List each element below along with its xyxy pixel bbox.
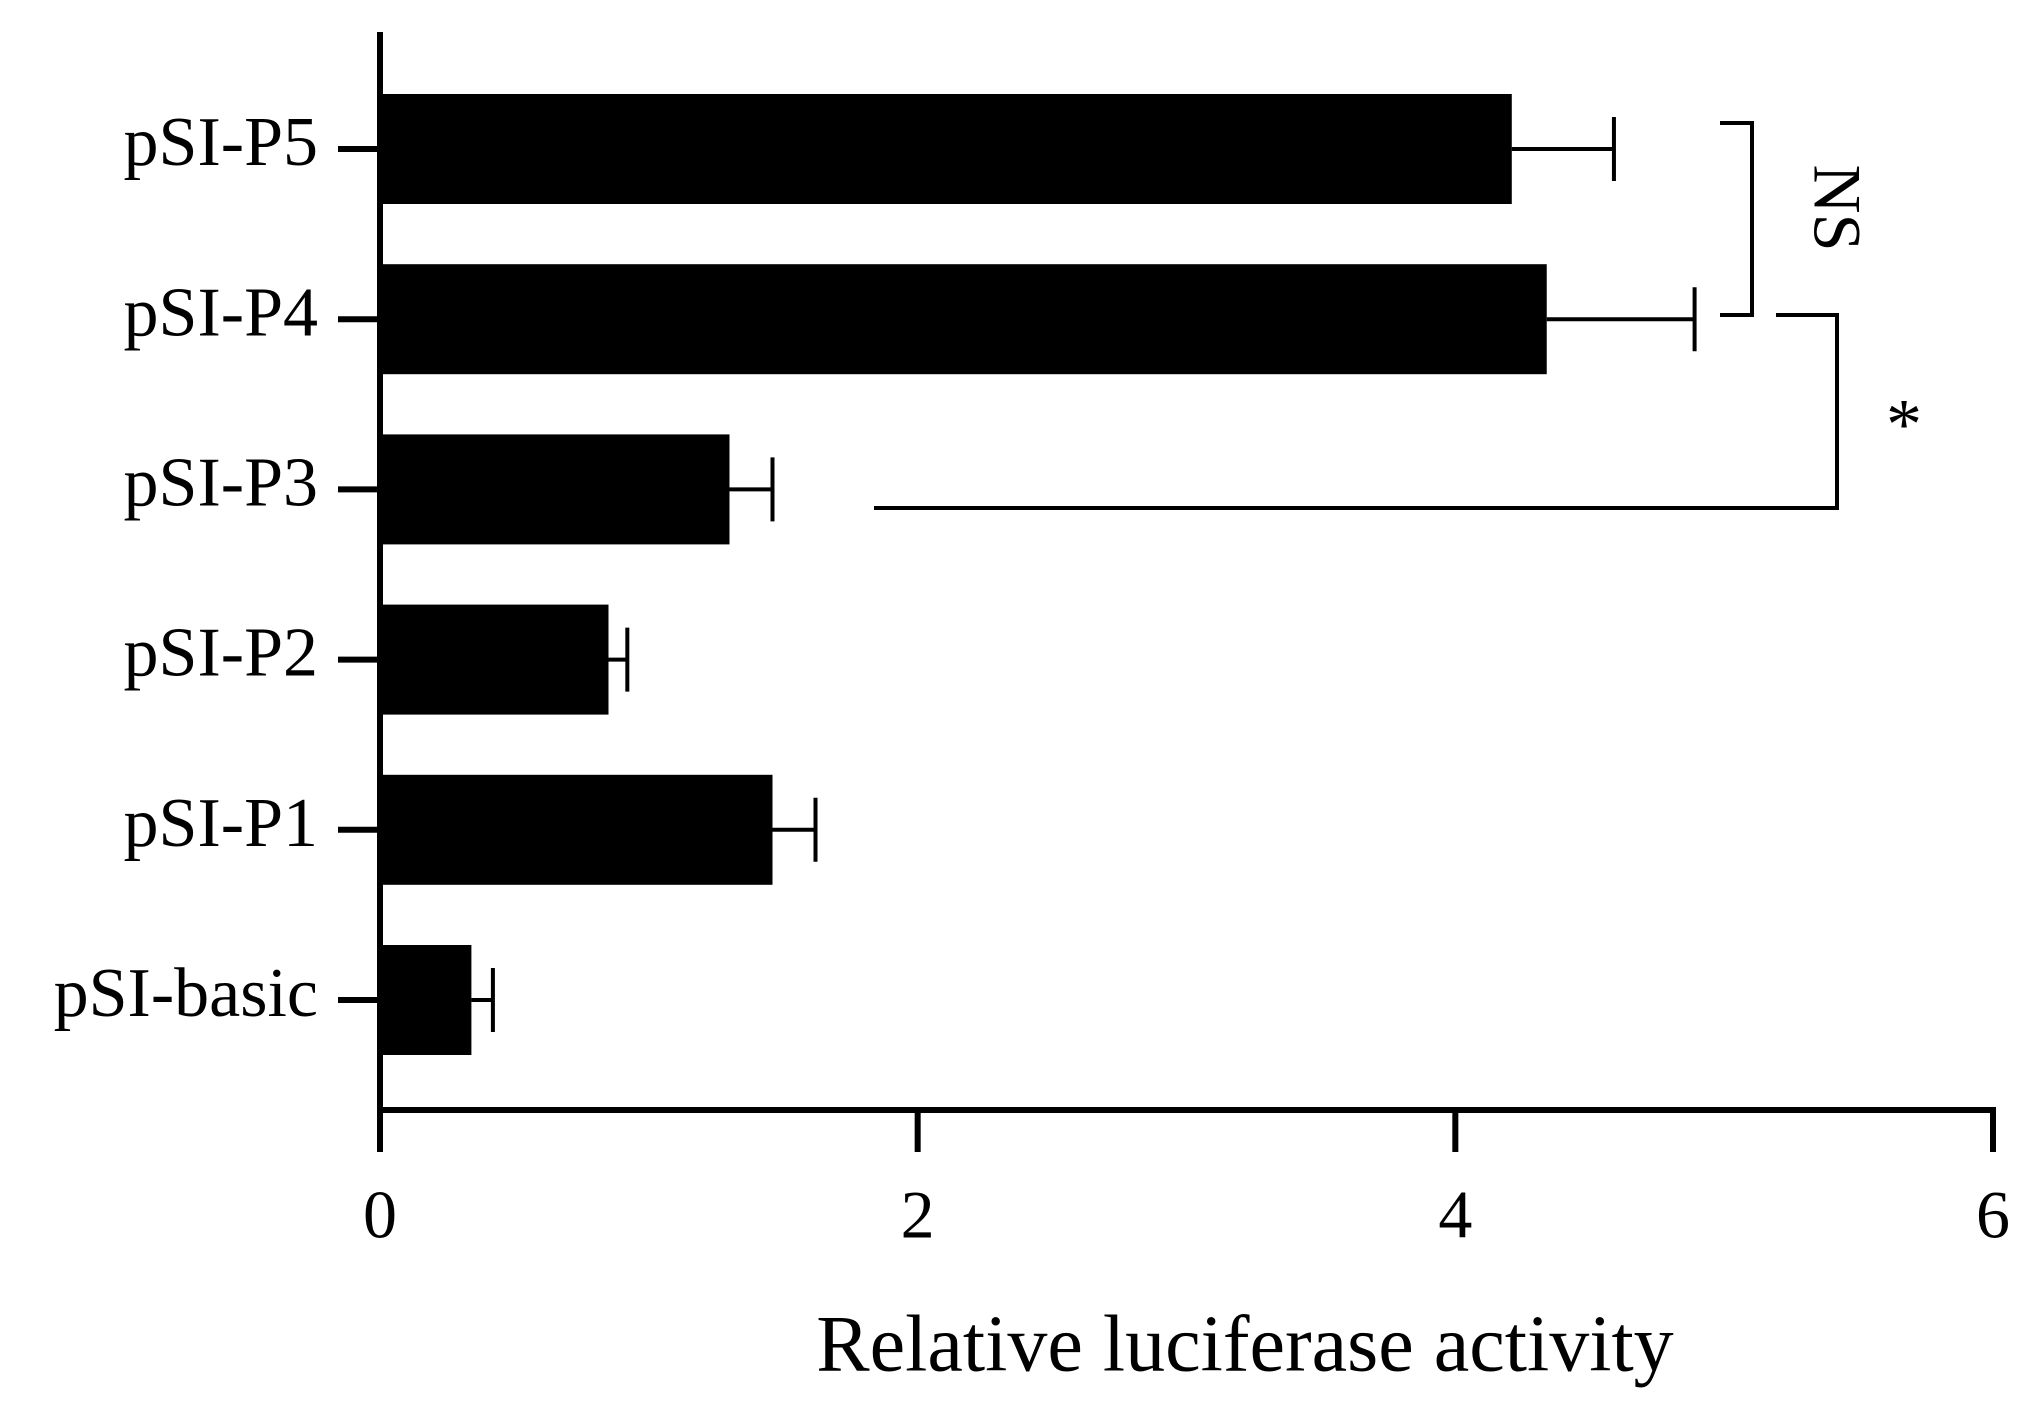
y-tick-label: pSI-P1 — [124, 785, 318, 862]
y-tick-label: pSI-P5 — [124, 104, 318, 181]
x-tick-label: 6 — [1976, 1177, 2010, 1253]
y-tick-label: pSI-P3 — [124, 444, 318, 521]
bracket-ns — [1720, 121, 1754, 317]
x-tick-label: 0 — [363, 1177, 397, 1253]
y-tick-label: pSI-P2 — [124, 615, 318, 692]
bar — [380, 94, 1512, 204]
error-bar — [1546, 287, 1697, 352]
annotation-star: * — [1886, 385, 1922, 465]
bar — [380, 264, 1547, 375]
error-bar — [729, 457, 775, 522]
x-axis-title: Relative luciferase activity — [816, 1300, 1673, 1388]
bar — [380, 434, 730, 545]
error-bar — [1511, 117, 1616, 181]
y-tick-label: pSI-P4 — [124, 274, 318, 351]
error-bar — [471, 968, 495, 1032]
bar — [380, 945, 472, 1055]
bar — [380, 774, 773, 885]
y-tick-label: pSI-basic — [54, 955, 318, 1032]
x-tick-label: 2 — [901, 1177, 935, 1253]
error-bar — [772, 797, 818, 862]
bar — [380, 604, 609, 715]
x-tick-label: 4 — [1438, 1177, 1472, 1253]
bracket-star — [874, 313, 1839, 510]
annotation-ns: NS — [1799, 165, 1875, 252]
error-bar — [608, 627, 630, 692]
